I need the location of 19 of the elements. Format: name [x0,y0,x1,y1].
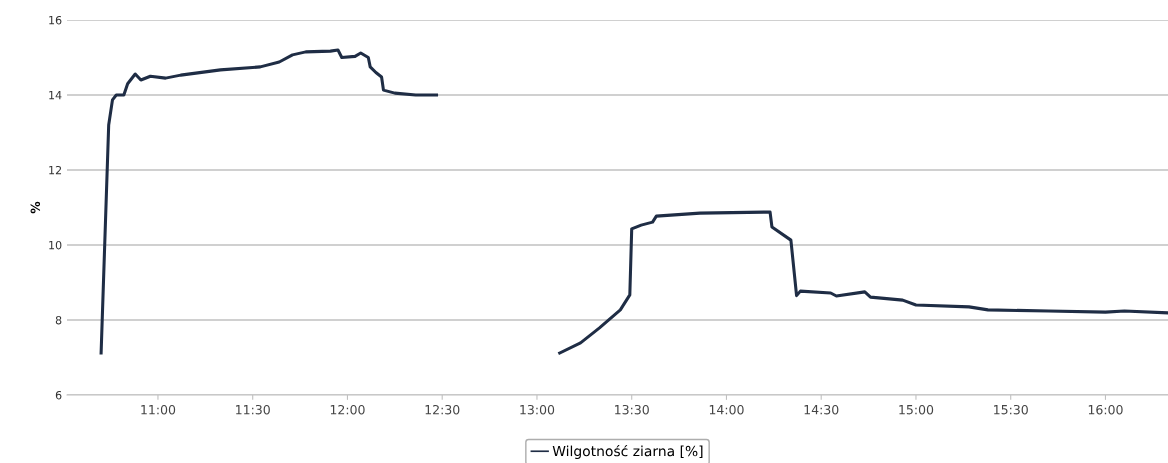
x-tick-label: 14:30 [804,404,839,415]
y-axis-title: % [30,201,41,214]
legend-label: Wilgotność ziarna [%] [552,445,703,459]
y-tick-label: 6 [55,390,62,400]
x-tick-label: 11:00 [141,404,176,415]
y-tick-label: 14 [49,91,62,100]
x-tick-label: 11:30 [236,404,270,415]
x-tick-label: 15:00 [899,404,934,415]
y-tick-label: 10 [49,240,62,250]
x-tick-label: 14:00 [709,404,744,415]
x-tick-label: 12:30 [425,404,460,415]
y-tick-label: 8 [55,315,62,325]
y-tick-label: 12 [49,165,62,175]
x-tick-label: 16:00 [1088,404,1123,415]
x-tick-label: 12:00 [330,404,365,415]
y-tick-label: 16 [49,15,62,25]
x-tick-label: 13:00 [520,404,555,415]
x-tick-label: 13:30 [615,404,649,415]
x-tick-label: 15:30 [994,404,1028,415]
